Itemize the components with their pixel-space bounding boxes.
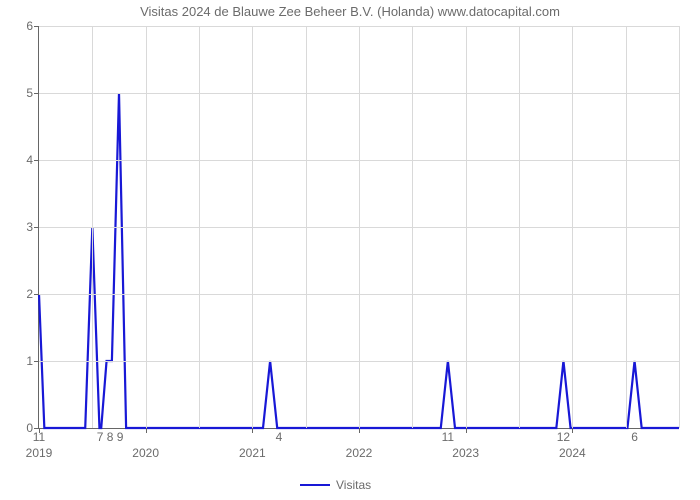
y-tick-label: 6 xyxy=(26,19,39,33)
gridline-v xyxy=(519,26,520,428)
gridline-v xyxy=(466,26,467,428)
legend-label: Visitas xyxy=(336,478,371,492)
plot-area: 0123456201920202021202220232024117 8 941… xyxy=(38,26,679,429)
x-year-label: 2019 xyxy=(26,446,53,460)
gridline-v xyxy=(199,26,200,428)
gridline-v xyxy=(252,26,253,428)
legend-swatch xyxy=(300,484,330,486)
gridline-v xyxy=(412,26,413,428)
x-year-label: 2020 xyxy=(132,446,159,460)
x-month-label: 4 xyxy=(276,430,283,444)
gridline-v xyxy=(146,26,147,428)
gridline-v xyxy=(359,26,360,428)
gridline-v xyxy=(306,26,307,428)
gridline-v xyxy=(626,26,627,428)
y-tick-label: 3 xyxy=(26,220,39,234)
chart-title: Visitas 2024 de Blauwe Zee Beheer B.V. (… xyxy=(0,4,700,19)
x-month-label: 11 xyxy=(442,430,454,444)
x-month-label: 12 xyxy=(557,430,570,444)
gridline-v xyxy=(92,26,93,428)
x-year-label: 2024 xyxy=(559,446,586,460)
x-tickmark xyxy=(146,428,147,433)
x-tickmark xyxy=(252,428,253,433)
y-tick-label: 2 xyxy=(26,287,39,301)
y-tick-label: 5 xyxy=(26,86,39,100)
y-tick-label: 4 xyxy=(26,153,39,167)
x-tickmark xyxy=(466,428,467,433)
gridline-v xyxy=(572,26,573,428)
gridline-v xyxy=(679,26,680,428)
legend: Visitas xyxy=(300,478,371,492)
x-year-label: 2022 xyxy=(346,446,373,460)
x-month-label: 6 xyxy=(631,430,638,444)
x-tickmark xyxy=(572,428,573,433)
x-month-label: 11 xyxy=(33,430,45,444)
x-year-label: 2021 xyxy=(239,446,266,460)
x-year-label: 2023 xyxy=(452,446,479,460)
y-tick-label: 1 xyxy=(26,354,39,368)
x-tickmark xyxy=(359,428,360,433)
x-month-label: 7 8 9 xyxy=(97,430,124,444)
